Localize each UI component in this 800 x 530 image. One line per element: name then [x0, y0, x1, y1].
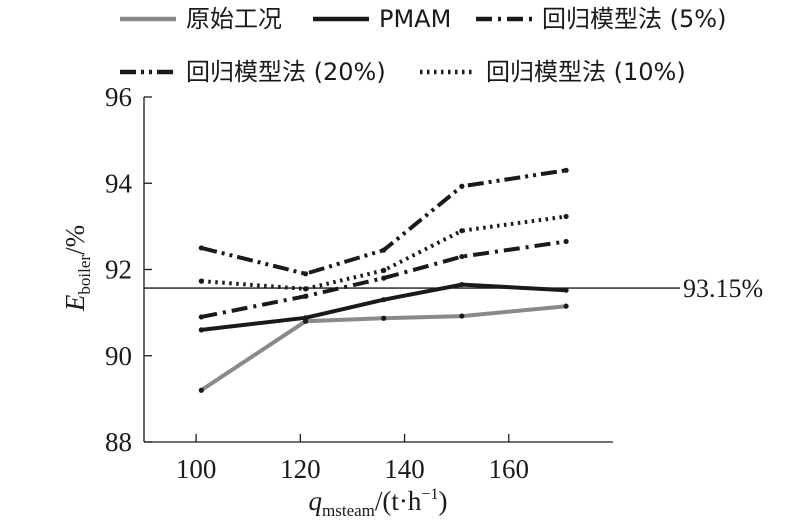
- legend-label-2: PMAM: [379, 5, 451, 33]
- data-point: [302, 293, 309, 299]
- reference-line-label: 93.15%: [683, 274, 763, 303]
- data-point: [563, 167, 569, 173]
- data-point: [381, 247, 387, 253]
- legend-label-4: 回归模型法 (20%): [186, 58, 386, 86]
- data-point: [459, 313, 465, 319]
- y-axis-label: Eboiler/%: [60, 225, 94, 312]
- y-axis-label-group: Eboiler/%: [60, 225, 94, 312]
- x-tick-label: 160: [489, 454, 530, 484]
- x-tick-label: 120: [280, 454, 321, 484]
- legend-label-5: 回归模型法 (10%): [486, 58, 686, 86]
- y-tick-label: 88: [105, 427, 132, 457]
- data-point: [198, 278, 204, 284]
- y-tick-label: 94: [105, 168, 133, 198]
- data-point: [302, 315, 309, 321]
- data-point: [198, 314, 204, 320]
- x-tick-label: 140: [384, 454, 425, 484]
- y-tick-label: 90: [105, 341, 132, 371]
- data-point: [302, 286, 309, 292]
- data-point: [381, 275, 387, 281]
- data-point: [198, 327, 204, 333]
- data-point: [459, 228, 465, 234]
- y-tick-label: 96: [105, 82, 132, 112]
- y-tick-label: 92: [105, 255, 132, 285]
- data-point: [381, 315, 387, 321]
- data-point: [198, 245, 204, 251]
- legend-label-1: 原始工况: [186, 5, 282, 33]
- x-axis-label: qmsteam/(t·h−1): [309, 486, 448, 520]
- data-point: [459, 253, 465, 260]
- data-point: [563, 238, 569, 245]
- x-tick-label: 100: [176, 454, 217, 484]
- data-point: [381, 297, 387, 303]
- data-point: [459, 183, 465, 189]
- data-point: [381, 267, 387, 273]
- data-point: [459, 281, 465, 288]
- data-point: [198, 387, 204, 393]
- data-point: [563, 213, 569, 220]
- data-point: [563, 303, 569, 309]
- data-point: [302, 271, 309, 277]
- legend-label-3: 回归模型法 (5%): [542, 5, 726, 33]
- data-point: [563, 287, 569, 293]
